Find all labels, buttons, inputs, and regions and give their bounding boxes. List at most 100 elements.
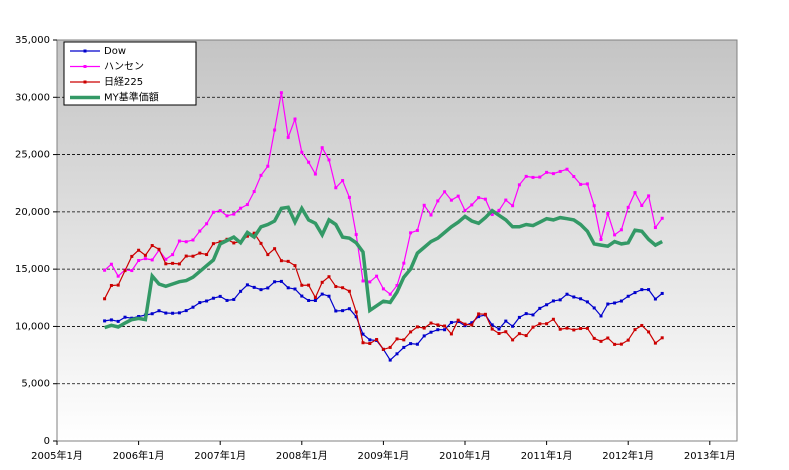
point	[341, 286, 345, 290]
point	[327, 158, 331, 162]
point	[313, 299, 317, 303]
point	[483, 312, 487, 316]
point	[613, 342, 617, 346]
point	[116, 319, 120, 323]
point	[273, 247, 277, 251]
point	[354, 315, 358, 319]
legend-label: 日経225	[104, 75, 143, 88]
point	[137, 315, 141, 319]
point	[497, 331, 501, 335]
point	[266, 253, 270, 257]
point	[232, 297, 236, 301]
point	[198, 251, 202, 255]
point	[422, 334, 426, 338]
point	[606, 336, 610, 340]
point	[653, 297, 657, 301]
point	[402, 261, 406, 265]
point	[538, 306, 542, 310]
legend-label: ハンセン	[104, 61, 144, 73]
point	[443, 328, 447, 332]
point	[585, 182, 589, 186]
point	[551, 317, 555, 321]
point	[463, 208, 467, 212]
legend-marker	[83, 65, 87, 68]
point	[286, 135, 290, 139]
point	[286, 259, 290, 263]
point	[483, 197, 487, 201]
point	[545, 303, 549, 307]
point	[198, 229, 202, 233]
point	[565, 292, 569, 296]
point	[470, 321, 474, 325]
point	[313, 295, 317, 299]
point	[415, 342, 419, 346]
point	[361, 332, 365, 336]
point	[103, 297, 107, 301]
point	[375, 274, 379, 278]
point	[137, 248, 141, 252]
point	[640, 323, 644, 327]
point	[341, 179, 345, 183]
point	[388, 358, 392, 362]
point	[443, 190, 447, 194]
y-tick-label: 0	[44, 436, 50, 447]
point	[504, 330, 508, 334]
point	[273, 128, 277, 132]
point	[538, 175, 542, 179]
point	[177, 239, 181, 243]
point	[456, 318, 460, 322]
point	[449, 320, 453, 324]
point	[613, 233, 617, 237]
point	[572, 175, 576, 179]
point	[592, 204, 596, 208]
y-tick-label: 10,000	[15, 321, 50, 332]
point	[422, 203, 426, 207]
point	[531, 175, 535, 179]
point	[143, 257, 147, 261]
point	[497, 208, 501, 212]
point	[211, 296, 215, 300]
point	[334, 186, 338, 190]
y-tick-label: 15,000	[15, 264, 50, 275]
legend-label: Dow	[104, 46, 126, 57]
point	[633, 328, 637, 332]
point	[565, 326, 569, 330]
point	[116, 274, 120, 278]
point	[307, 160, 311, 164]
point	[171, 253, 175, 257]
point	[381, 347, 385, 351]
x-tick-label: 2007年1月	[194, 449, 246, 462]
point	[150, 244, 154, 248]
point	[477, 315, 481, 319]
point	[300, 150, 304, 154]
point	[184, 240, 188, 244]
point	[109, 262, 113, 266]
point	[538, 322, 542, 326]
point	[619, 299, 623, 303]
point	[279, 259, 283, 263]
point	[218, 209, 222, 213]
point	[626, 205, 630, 209]
point	[354, 310, 358, 314]
point	[626, 338, 630, 342]
point	[191, 305, 195, 309]
point	[551, 172, 555, 176]
point	[463, 322, 467, 326]
y-tick-label: 25,000	[15, 150, 50, 161]
point	[239, 289, 243, 293]
point	[279, 279, 283, 283]
point	[245, 234, 249, 238]
x-tick-label: 2005年1月	[31, 449, 83, 462]
point	[443, 324, 447, 328]
point	[477, 196, 481, 200]
point	[409, 330, 413, 334]
point	[177, 311, 181, 315]
point	[137, 259, 141, 263]
point	[266, 286, 270, 290]
point	[273, 280, 277, 284]
point	[327, 275, 331, 279]
point	[504, 319, 508, 323]
point	[402, 345, 406, 349]
